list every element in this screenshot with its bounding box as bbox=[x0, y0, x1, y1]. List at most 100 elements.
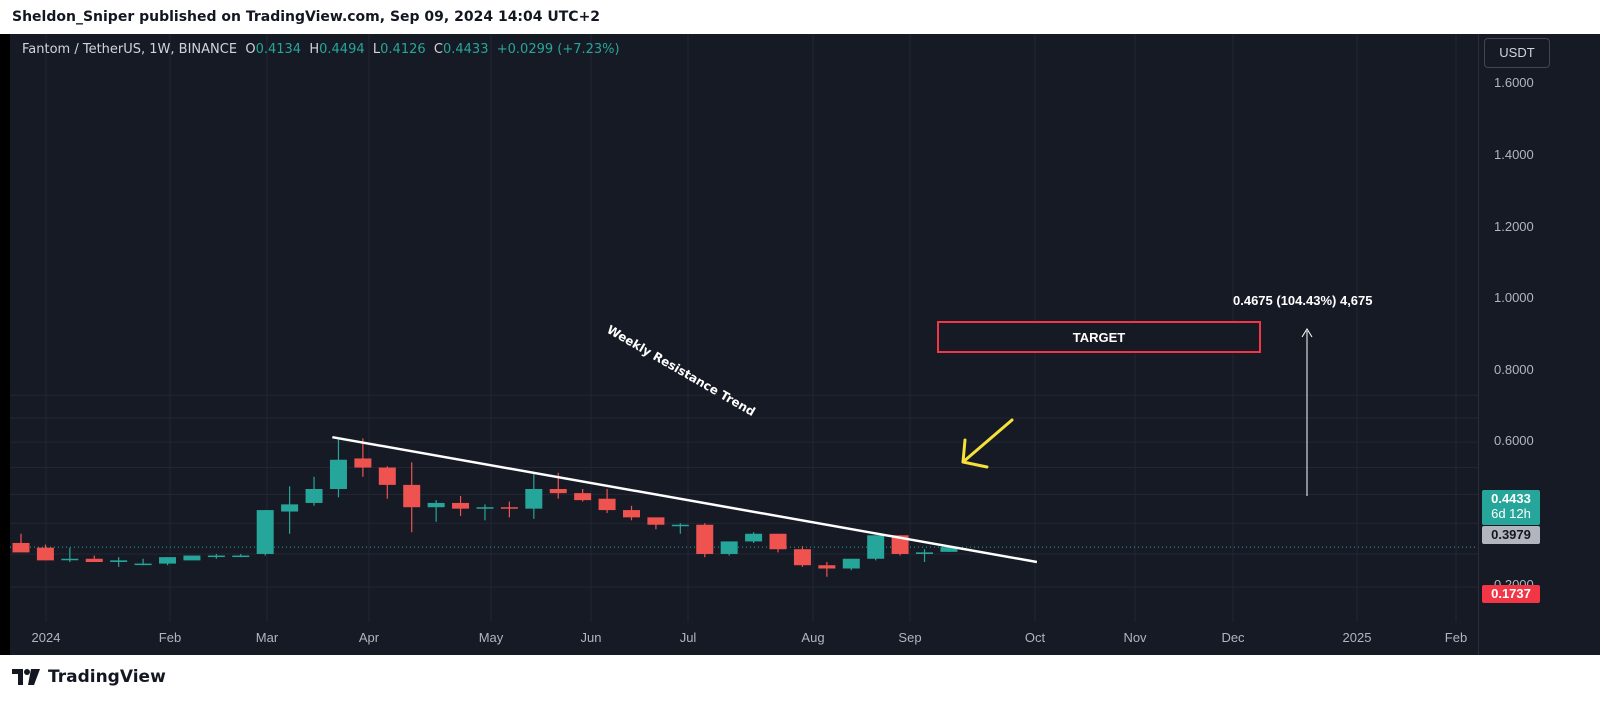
candle-body bbox=[452, 502, 470, 509]
tradingview-logo-icon bbox=[12, 669, 40, 685]
candle[interactable] bbox=[110, 557, 128, 567]
candle[interactable] bbox=[598, 488, 616, 513]
candle[interactable] bbox=[818, 561, 836, 577]
candle-body bbox=[574, 493, 592, 501]
price-tag-red: 0.1737 bbox=[1482, 585, 1540, 603]
candle[interactable] bbox=[329, 438, 347, 498]
publisher-line: Sheldon_Sniper published on TradingView.… bbox=[12, 9, 601, 25]
close-label: C bbox=[433, 42, 443, 57]
candle[interactable] bbox=[36, 544, 54, 561]
candle[interactable] bbox=[281, 486, 299, 534]
candle-body bbox=[769, 533, 787, 550]
price-label: 0.6000 bbox=[1494, 433, 1534, 448]
candle-body bbox=[647, 517, 665, 525]
candle-body bbox=[549, 488, 567, 494]
candle-body bbox=[207, 555, 225, 558]
candle[interactable] bbox=[85, 555, 103, 562]
candle[interactable] bbox=[378, 466, 396, 499]
candle-body bbox=[745, 533, 763, 542]
candle[interactable] bbox=[354, 438, 372, 477]
price-tag-gray: 0.3979 bbox=[1482, 526, 1540, 544]
close-value: 0.4433 bbox=[442, 42, 489, 57]
candle[interactable] bbox=[769, 533, 787, 553]
yellow-arrow-icon[interactable] bbox=[961, 418, 1014, 469]
publisher-bar: Sheldon_Sniper published on TradingView.… bbox=[0, 0, 1600, 34]
candle[interactable] bbox=[623, 505, 640, 521]
candle[interactable] bbox=[207, 553, 225, 559]
target-label: TARGET bbox=[1072, 329, 1126, 345]
high-label: H bbox=[309, 42, 320, 57]
candle[interactable] bbox=[696, 523, 714, 558]
tradingview-logo[interactable]: TradingView bbox=[12, 667, 166, 687]
time-label: 2025 bbox=[1342, 630, 1372, 645]
tradingview-brand: TradingView bbox=[48, 667, 166, 687]
candle[interactable] bbox=[574, 488, 592, 502]
candle[interactable] bbox=[12, 533, 30, 553]
candle[interactable] bbox=[671, 523, 689, 534]
candle[interactable] bbox=[500, 501, 518, 518]
time-label: Jun bbox=[580, 630, 602, 645]
candle[interactable] bbox=[256, 510, 274, 556]
open-label: O bbox=[245, 42, 256, 57]
candle-body bbox=[916, 552, 934, 554]
time-label: 2024 bbox=[31, 630, 61, 645]
candle-body bbox=[134, 563, 152, 566]
resistance-trendline[interactable] bbox=[332, 435, 1038, 564]
candle-body bbox=[623, 510, 640, 518]
measure-arrowhead bbox=[1301, 328, 1313, 338]
open-value: 0.4134 bbox=[255, 42, 302, 57]
candle-body bbox=[329, 459, 347, 489]
candle-body bbox=[281, 504, 299, 512]
time-label: Feb bbox=[158, 630, 182, 645]
candle[interactable] bbox=[134, 558, 152, 566]
target-box[interactable]: TARGET bbox=[937, 321, 1261, 353]
candle-body bbox=[159, 557, 177, 564]
candle[interactable] bbox=[867, 535, 885, 561]
candle-body bbox=[671, 524, 689, 527]
time-label: Oct bbox=[1024, 630, 1046, 645]
candle[interactable] bbox=[305, 476, 323, 506]
candle[interactable] bbox=[793, 546, 811, 567]
candle[interactable] bbox=[720, 541, 738, 556]
candle[interactable] bbox=[183, 555, 201, 561]
price-label: 1.6000 bbox=[1494, 75, 1534, 90]
candle-body bbox=[818, 565, 836, 569]
current-price-tag: 0.4433 6d 12h bbox=[1482, 490, 1540, 525]
candle[interactable] bbox=[232, 553, 250, 558]
time-label: Nov bbox=[1123, 630, 1147, 645]
candle-body bbox=[598, 498, 616, 511]
time-label: Aug bbox=[801, 630, 825, 645]
candle[interactable] bbox=[159, 557, 177, 566]
candle[interactable] bbox=[647, 517, 665, 530]
candle[interactable] bbox=[916, 549, 934, 562]
candle[interactable] bbox=[842, 558, 860, 571]
candle[interactable] bbox=[476, 504, 494, 521]
time-label: Dec bbox=[1221, 630, 1245, 645]
price-axis[interactable] bbox=[1478, 34, 1600, 655]
time-label: Feb bbox=[1444, 630, 1468, 645]
candle-body bbox=[427, 502, 445, 508]
price-change: +0.0299 (+7.23%) bbox=[496, 42, 620, 57]
price-label: 1.2000 bbox=[1494, 219, 1534, 234]
candle-body bbox=[403, 484, 421, 508]
trendline-label: Weekly Resistance Trend bbox=[605, 322, 758, 419]
symbol-name[interactable]: Fantom / TetherUS, 1W, BINANCE bbox=[22, 42, 238, 57]
candle[interactable] bbox=[452, 495, 470, 516]
time-label: Mar bbox=[255, 630, 279, 645]
candle-body bbox=[940, 547, 958, 552]
candle[interactable] bbox=[525, 474, 543, 519]
candle[interactable] bbox=[427, 500, 445, 522]
price-label: 0.8000 bbox=[1494, 362, 1534, 377]
candle[interactable] bbox=[403, 462, 421, 533]
candle[interactable] bbox=[745, 532, 763, 543]
current-price: 0.4433 bbox=[1491, 491, 1531, 506]
currency-button[interactable]: USDT bbox=[1484, 38, 1550, 68]
candle-body bbox=[354, 458, 372, 468]
measure-label: 0.4675 (104.43%) 4,675 bbox=[1233, 293, 1373, 308]
candle-body bbox=[720, 541, 738, 554]
candle[interactable] bbox=[61, 547, 79, 562]
bar-countdown: 6d 12h bbox=[1491, 506, 1531, 521]
